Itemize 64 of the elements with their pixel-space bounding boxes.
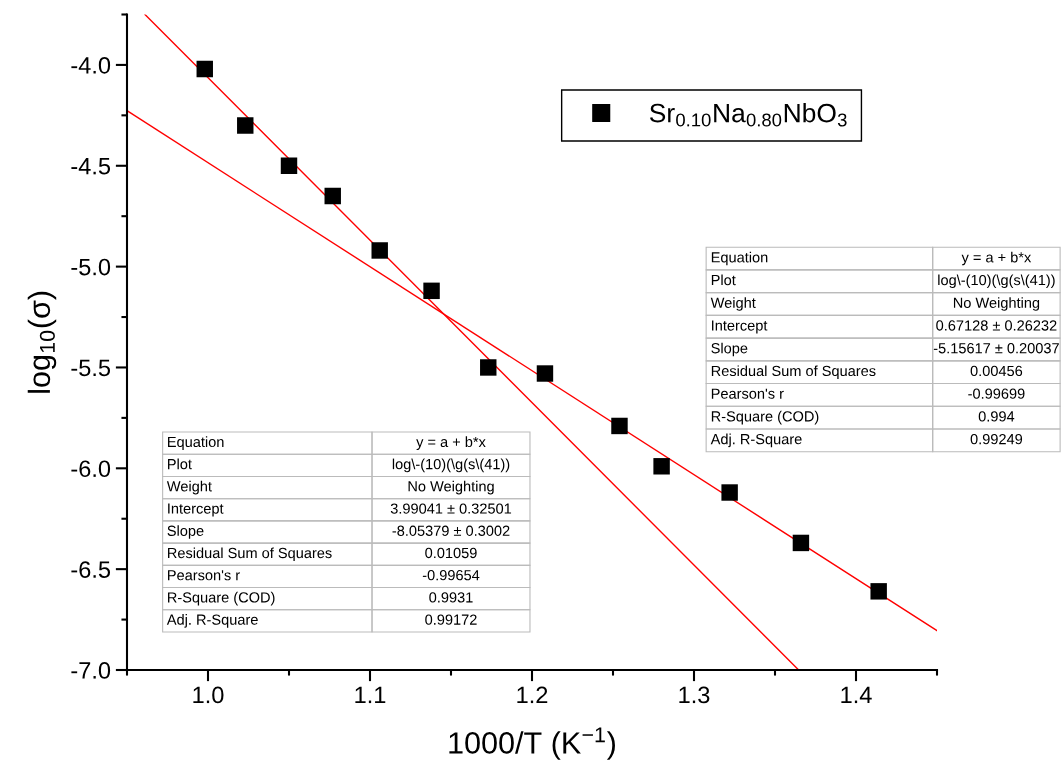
annotation: 3.99041 ± 0.32501 xyxy=(390,503,512,514)
annotation: Slope xyxy=(711,342,748,357)
text: y = a + b*x xyxy=(961,251,1032,266)
annotation: y = a + b*x xyxy=(416,436,486,450)
point xyxy=(480,359,497,376)
annotation: -0.99654 xyxy=(422,570,480,581)
annotation: 0.67128 ± 0.26232 xyxy=(936,320,1057,331)
point xyxy=(870,583,887,600)
y-tick-label: -6.0 xyxy=(71,460,111,478)
x-tick-label: 1.1 xyxy=(355,686,386,704)
annotation: Adj. R-Square xyxy=(710,433,802,448)
point xyxy=(792,534,810,552)
y-axis-title: log$_{10}$(σ) xyxy=(27,291,57,393)
annotation: 0.01059 xyxy=(425,547,477,559)
annotation: Residual Sum of Squares xyxy=(711,365,876,379)
annotation: Residual Sum of Squares xyxy=(168,547,332,562)
annotation: Equation xyxy=(168,436,224,450)
annotation: Pearson's r xyxy=(168,570,240,581)
text: log\-(10)(\g(s\(41)) xyxy=(938,274,1055,289)
legend-label: Sr$_{0.10}$Na$_{0.80}$NbO$_{3}$ xyxy=(649,103,847,127)
x-tick-label: 1.2 xyxy=(517,686,548,704)
point xyxy=(611,417,628,435)
point xyxy=(721,484,738,501)
annotation: -8.05379 ± 0.3002 xyxy=(392,525,510,536)
annotation: Plot xyxy=(711,274,736,286)
y-tick-label: -4.5 xyxy=(71,158,111,175)
y-tick-label: -6.5 xyxy=(71,561,111,578)
text: 0.99249 xyxy=(970,433,1023,445)
point xyxy=(196,60,213,78)
annotation: No Weighting xyxy=(408,480,494,495)
point xyxy=(371,242,388,259)
annotation: Intercept xyxy=(712,320,768,334)
annotation: Slope xyxy=(167,525,204,539)
annotation: Weight xyxy=(166,480,212,495)
annotation: R-Square (COD) xyxy=(168,591,275,606)
text: -0.99699 xyxy=(968,388,1025,399)
text: No Weighting xyxy=(953,297,1040,311)
point xyxy=(324,187,341,205)
annotation: 0.99172 xyxy=(425,614,477,625)
x-tick-label: 1.0 xyxy=(193,686,224,704)
annotation: Intercept xyxy=(168,503,224,517)
annotation: Weight xyxy=(710,297,756,311)
text: 0.00456 xyxy=(970,365,1023,377)
point xyxy=(237,117,254,134)
annotation: Pearson's r xyxy=(711,388,784,399)
y-tick-label: -7.0 xyxy=(71,662,111,679)
point xyxy=(536,365,554,382)
annotation: log\-(10)(\g(s\(41)) xyxy=(392,458,510,473)
y-tick-label: -4.0 xyxy=(71,56,111,74)
x-tick-label: 1.4 xyxy=(841,686,872,704)
annotation: 0.9931 xyxy=(429,592,473,603)
y-tick-label: -5.0 xyxy=(71,258,111,276)
point xyxy=(423,282,440,300)
y-tick-label: -5.5 xyxy=(71,359,111,377)
annotation: R-Square (COD) xyxy=(711,410,819,425)
point xyxy=(653,458,670,475)
point xyxy=(280,157,298,174)
annotation: -5.15617 ± 0.20037 xyxy=(933,343,1059,354)
x-axis-title: 1000/T (K$^{−1}$) xyxy=(449,727,615,760)
x-tick-label: 1.3 xyxy=(679,686,710,704)
annotation: Adj. R-Square xyxy=(166,614,258,628)
annotation: Equation xyxy=(711,251,768,266)
text: 0.994 xyxy=(978,411,1015,422)
annotation: Plot xyxy=(168,458,192,470)
